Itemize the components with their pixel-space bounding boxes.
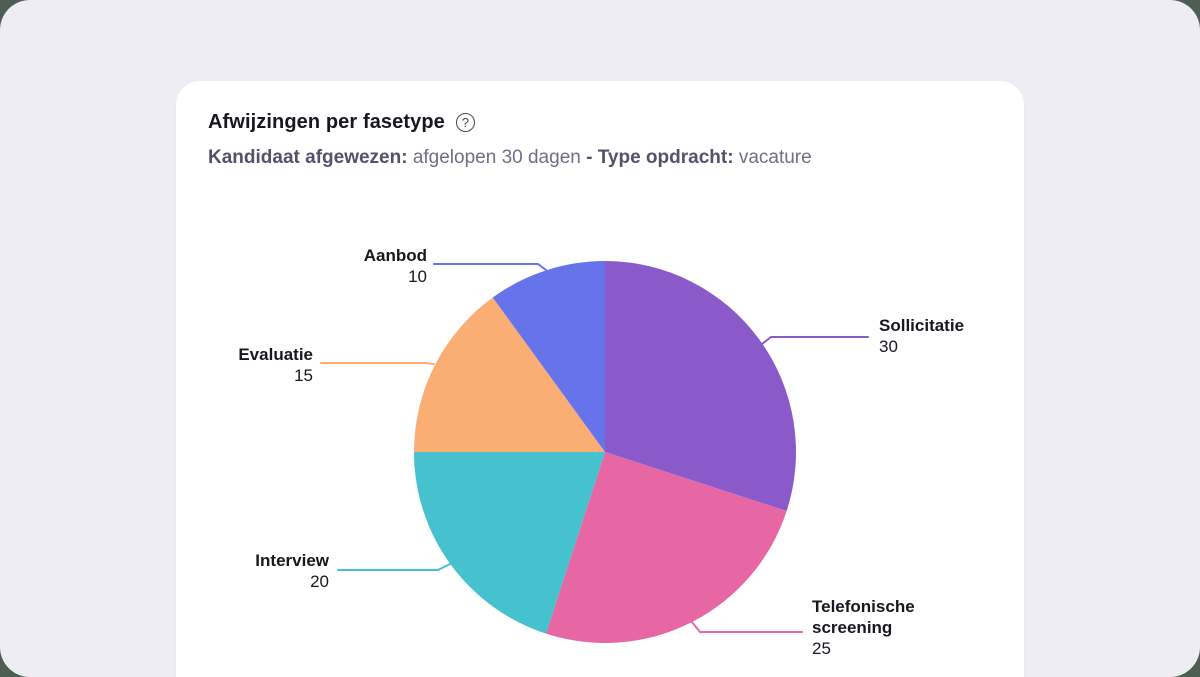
pie-slice-aanbod[interactable] — [492, 261, 605, 452]
pie-slice-interview[interactable] — [414, 452, 605, 634]
slice-label-sollicitatie: Sollicitatie — [879, 316, 964, 335]
filter2-value: vacature — [738, 147, 812, 168]
filter1-value: afgelopen 30 dagen — [412, 147, 581, 168]
filter1-label: Kandidaat afgewezen: — [208, 147, 408, 168]
pie-slice-sollicitatie[interactable] — [605, 261, 796, 512]
slice-label-aanbod: Aanbod — [364, 246, 427, 265]
slice-value-interview: 20 — [310, 572, 329, 591]
slice-value-telefonische-screening: 25 — [812, 639, 831, 658]
card-header: Afwijzingen per fasetype ? Kandidaat afg… — [176, 81, 1024, 169]
label-connector-interview — [337, 563, 451, 571]
slice-label-evaluatie: Evaluatie — [238, 345, 313, 364]
filter2-label: Type opdracht: — [597, 147, 734, 168]
filter-summary: Kandidaat afgewezen: afgelopen 30 dagen … — [208, 147, 992, 169]
label-connector-evaluatie — [320, 362, 435, 365]
slice-label-telefonische-screening: screening — [812, 618, 892, 637]
filter-separator: - — [586, 147, 593, 168]
slice-value-sollicitatie: 30 — [879, 337, 898, 356]
slice-label-telefonische-screening: Telefonische — [812, 597, 915, 616]
slice-value-aanbod: 10 — [408, 267, 427, 286]
title-row: Afwijzingen per fasetype ? — [208, 111, 992, 134]
slice-value-evaluatie: 15 — [294, 366, 313, 385]
slice-label-interview: Interview — [255, 551, 329, 570]
label-connector-sollicitatie — [761, 336, 869, 345]
card-title: Afwijzingen per fasetype — [208, 111, 445, 133]
pie-slice-telefonische-screening[interactable] — [545, 452, 787, 643]
label-connector-aanbod — [433, 263, 547, 271]
help-icon[interactable]: ? — [455, 113, 475, 132]
pie-slice-evaluatie[interactable] — [414, 297, 605, 452]
label-connector-telefonische-screening — [691, 621, 803, 633]
